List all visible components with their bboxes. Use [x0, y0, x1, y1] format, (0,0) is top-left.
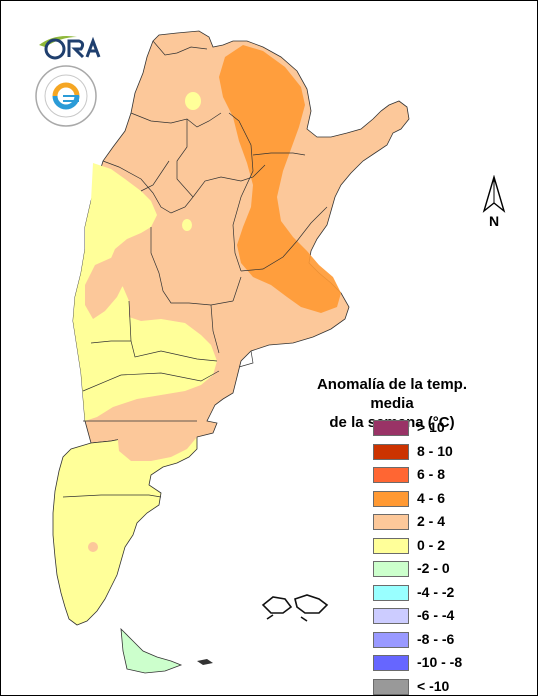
peach-patch-west — [85, 257, 127, 319]
peach-patch-south — [117, 417, 197, 461]
north-arrow: N — [479, 174, 509, 231]
legend-label: < -10 — [417, 677, 450, 694]
legend-swatch — [373, 561, 409, 577]
legend-swatch — [373, 514, 409, 530]
legend-label: 2 - 4 — [417, 513, 446, 529]
peach-spot-south — [88, 542, 98, 552]
north-letter: N — [489, 213, 500, 229]
orange-band-northeast — [219, 45, 341, 313]
legend-swatch — [373, 490, 409, 507]
legend-swatch — [373, 608, 409, 624]
ora-logo — [39, 36, 101, 60]
legend-swatch — [373, 631, 409, 648]
patagonia-landmass — [52, 430, 198, 626]
tierra-del-fuego — [120, 627, 183, 674]
legend-label: -8 - -6 — [417, 630, 455, 647]
legend-swatch — [373, 537, 409, 554]
legend-label: > 10 — [417, 419, 445, 435]
cordillera-yellow-zone — [73, 163, 217, 421]
staten-island — [197, 659, 213, 665]
north-arrow-icon — [482, 174, 506, 213]
legend-label: 6 - 8 — [417, 466, 446, 482]
legend-label: 8 - 10 — [417, 442, 453, 459]
malvinas-islands — [261, 594, 329, 622]
legend-swatch — [373, 655, 409, 671]
yellow-spot-center — [182, 219, 192, 231]
yellow-spot-north — [185, 92, 201, 110]
legend-swatch — [373, 420, 409, 436]
legend-title: Anomalía de la temp. media de la semana … — [297, 375, 487, 432]
legend-swatch — [373, 678, 409, 695]
legend-swatch — [373, 467, 409, 483]
legend-label: 4 - 6 — [417, 489, 446, 506]
legend-swatch — [373, 584, 409, 601]
province-borders — [62, 40, 328, 498]
legend-title-line-1: Anomalía de la temp. media — [316, 376, 468, 412]
legend-label: -2 - 0 — [417, 560, 450, 576]
legend-label: -6 - -4 — [417, 607, 455, 623]
legend-label: -10 - -8 — [417, 654, 463, 670]
smn-logo — [35, 65, 97, 127]
legend-label: -4 - -2 — [417, 583, 455, 600]
legend-swatch — [373, 443, 409, 460]
legend-label: 0 - 2 — [417, 536, 446, 553]
